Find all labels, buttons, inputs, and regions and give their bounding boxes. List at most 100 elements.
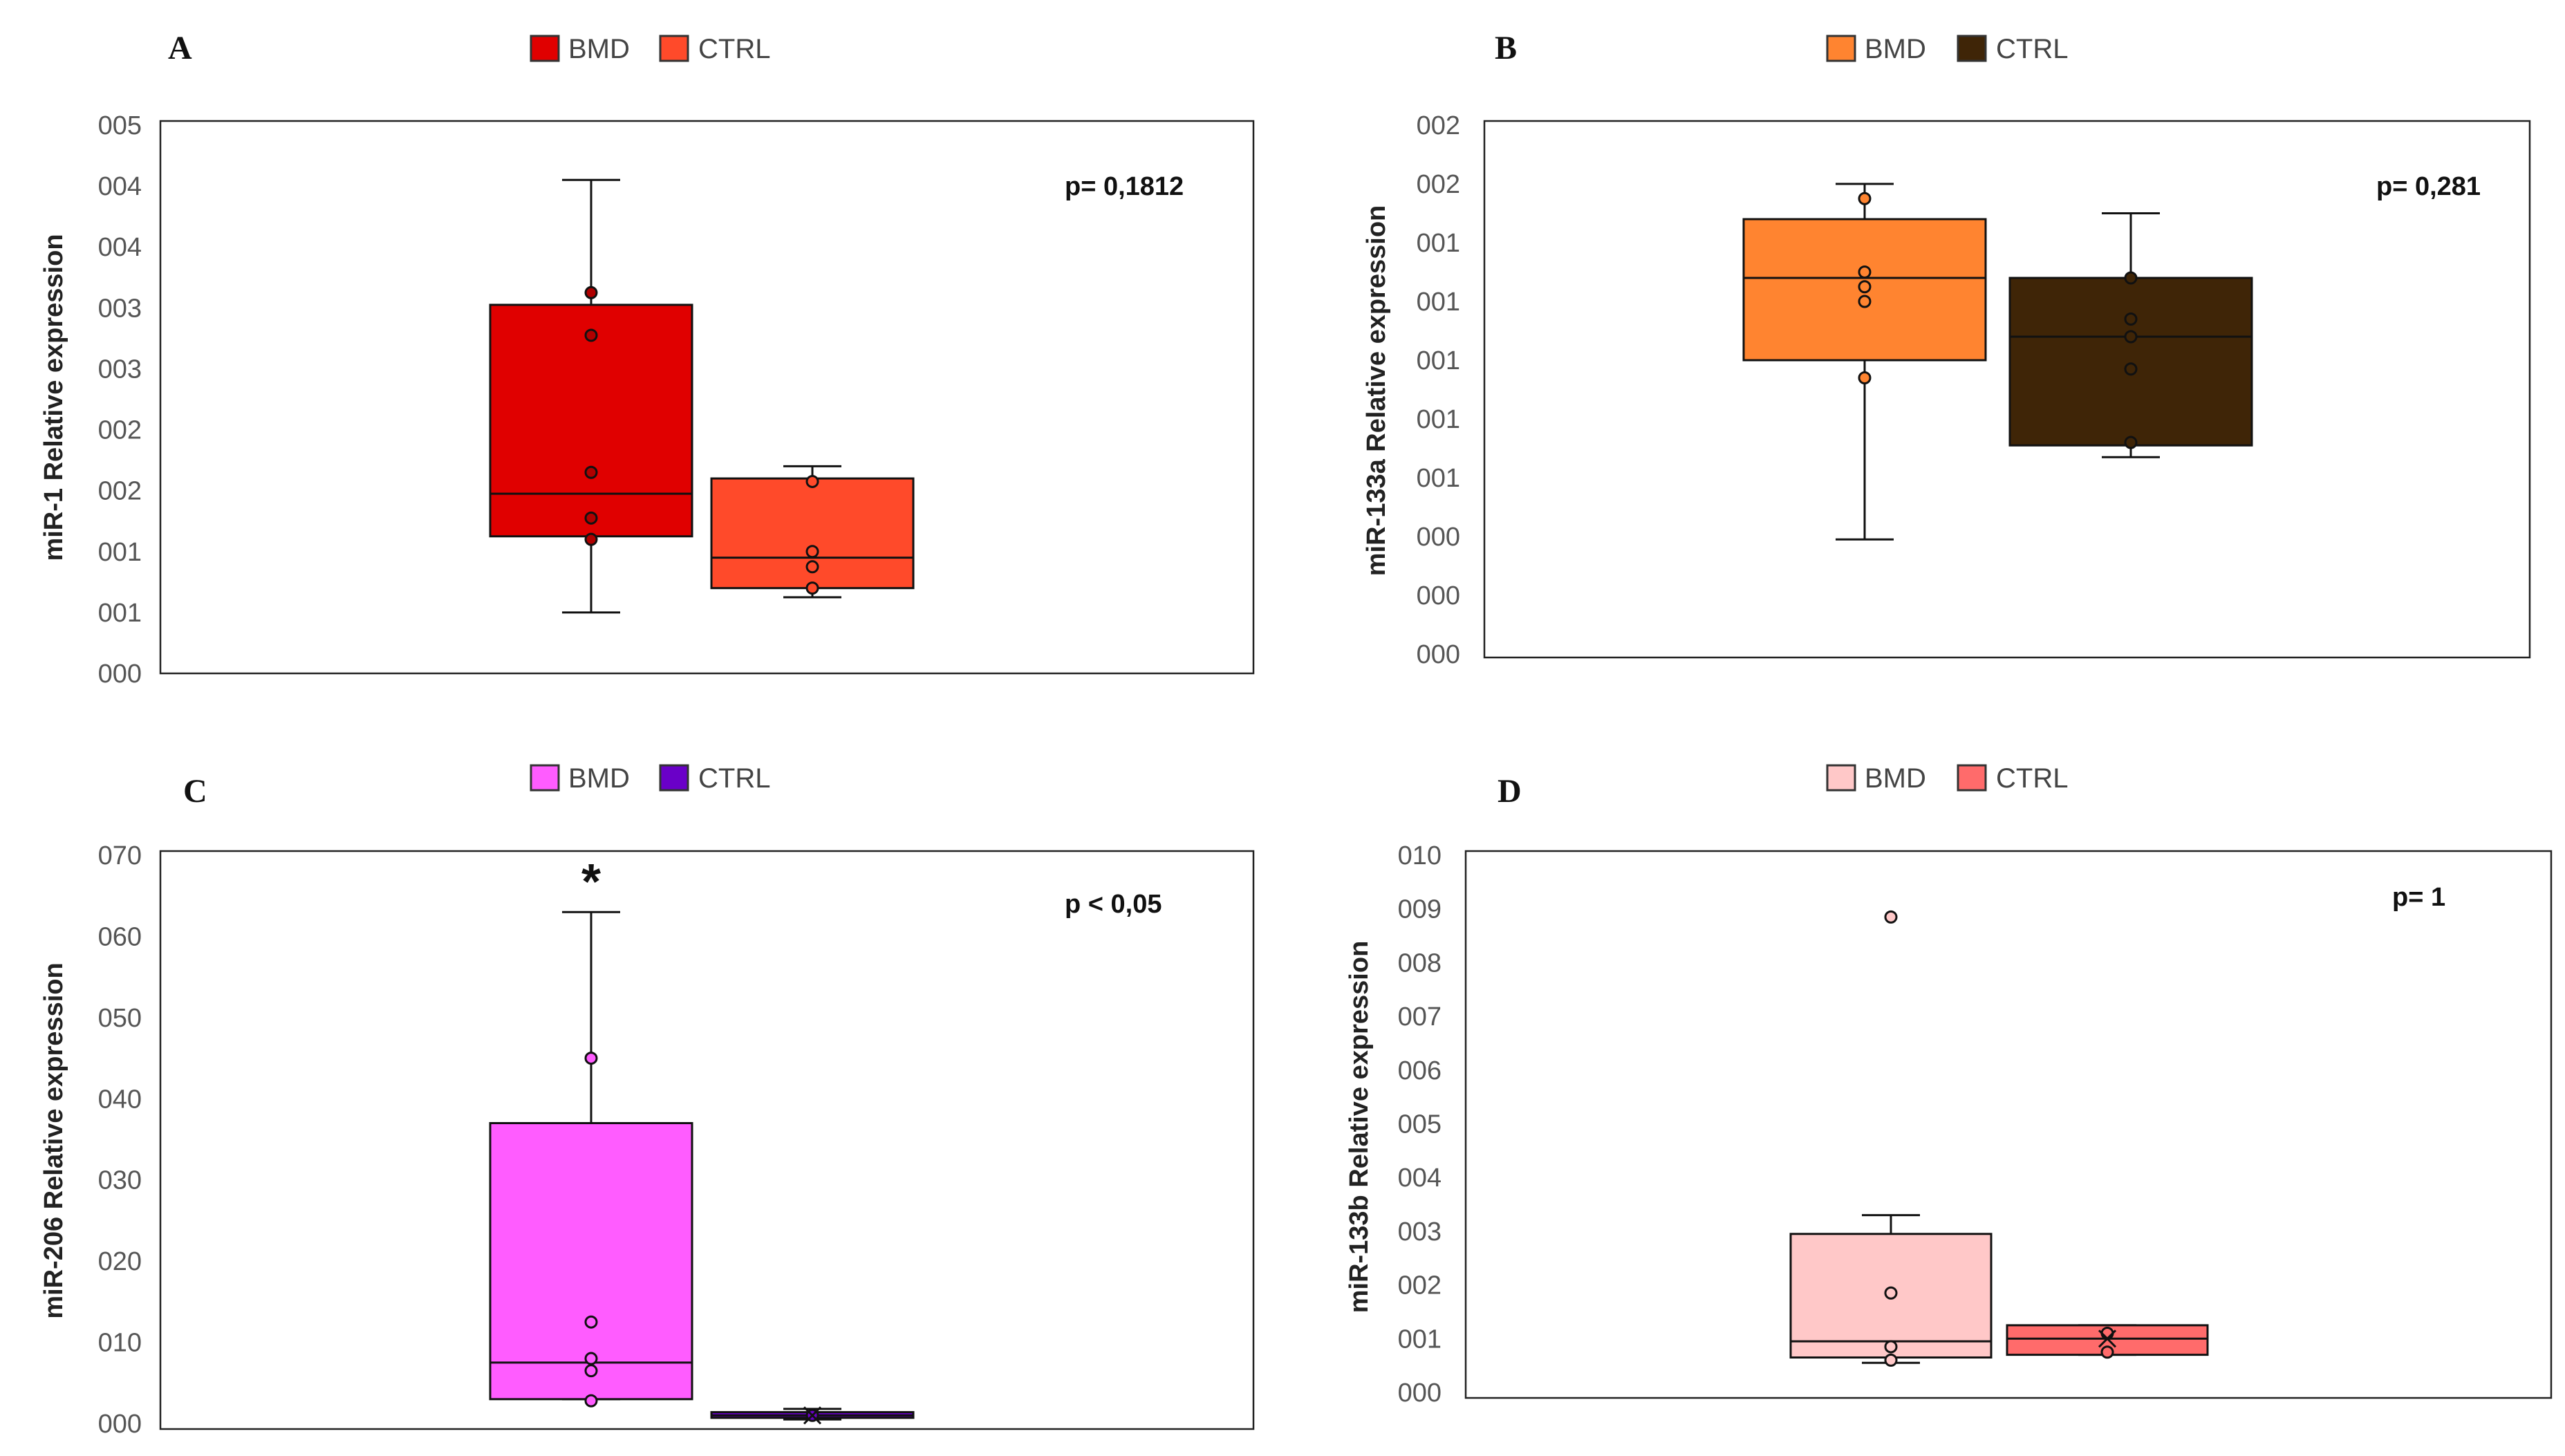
y-axis-label-d: miR-133b Relative expression (1345, 941, 1374, 1314)
y-tick-b-7: 001 (1417, 229, 1460, 258)
legend-label-c-1: CTRL (698, 763, 770, 794)
y-tick-b-3: 001 (1417, 464, 1460, 493)
data-point-a-0-3 (584, 511, 598, 525)
y-tick-d-7: 007 (1398, 1002, 1442, 1032)
box-body-a-0 (489, 304, 693, 538)
data-point-a-0-4 (584, 532, 598, 546)
legend-label-a-0: BMD (568, 34, 630, 64)
panel-letter-d: D (1498, 773, 1522, 810)
box-body-b-1 (2008, 277, 2253, 447)
data-point-a-1-3 (805, 581, 819, 595)
y-tick-c-2: 020 (98, 1247, 142, 1276)
legend-swatch-d-1 (1957, 764, 1987, 792)
box-c-ctrl (710, 1406, 915, 1425)
legend-d: BMD CTRL (1826, 763, 2068, 794)
plot-frame-d (1464, 850, 2553, 1399)
panel-letter-b: B (1495, 30, 1517, 66)
data-point-a-1-2 (805, 560, 819, 574)
data-point-b-0-3 (1858, 295, 1872, 308)
y-tick-d-8: 008 (1398, 949, 1442, 978)
box-b-bmd (1742, 183, 1987, 541)
data-point-b-0-2 (1858, 280, 1872, 294)
plot-frame-b (1483, 120, 2531, 659)
panel-a: A BMD CTRL p= 0,1812 miR-1 Relative expr… (39, 30, 1255, 689)
y-tick-b-0: 000 (1417, 640, 1460, 669)
y-tick-d-2: 002 (1398, 1271, 1442, 1300)
y-axis-label-b: miR-133a Relative expression (1362, 205, 1391, 577)
legend-label-b-1: CTRL (1996, 34, 2068, 64)
data-point-a-0-1 (584, 328, 598, 342)
data-point-c-0-0 (584, 1052, 598, 1065)
p-value-c: p < 0,05 (1065, 890, 1162, 919)
y-tick-a-1: 001 (98, 599, 142, 628)
y-tick-d-5: 005 (1398, 1110, 1442, 1139)
data-point-d-1-1 (2100, 1327, 2114, 1341)
box-d-ctrl (2006, 1324, 2209, 1359)
legend-b: BMD CTRL (1826, 34, 2068, 64)
y-tick-a-9: 005 (98, 111, 142, 140)
y-tick-a-4: 002 (98, 416, 142, 445)
data-point-b-1-1 (2124, 312, 2138, 326)
legend-label-a-1: CTRL (698, 34, 770, 64)
plot-frame-c (159, 850, 1255, 1430)
boxes-a (489, 178, 915, 614)
y-axis-label-c: miR-206 Relative expression (39, 962, 68, 1318)
y-tick-d-0: 000 (1398, 1379, 1442, 1408)
legend-label-b-0: BMD (1865, 34, 1926, 64)
legend-label-d-1: CTRL (1996, 763, 2068, 794)
y-tick-c-3: 030 (98, 1166, 142, 1195)
box-c-bmd (489, 911, 693, 1408)
data-point-a-1-0 (805, 474, 819, 488)
y-tick-d-6: 006 (1398, 1056, 1442, 1085)
data-point-d-0-1 (1884, 1286, 1898, 1300)
mean-marker-c-1 (803, 1406, 822, 1425)
p-value-d: p= 1 (2392, 883, 2445, 912)
panel-b: B BMD CTRL p= 0,281 miR-133a Relative ex… (1362, 30, 2531, 669)
box-b-ctrl (2008, 212, 2253, 458)
y-tick-d-9: 009 (1398, 895, 1442, 924)
legend-swatch-d-0 (1826, 764, 1856, 792)
legend-swatch-c-1 (659, 764, 689, 792)
data-point-d-0-2 (1884, 1340, 1898, 1354)
legend-c: BMD CTRL (530, 763, 770, 794)
y-ticks-c: 000 010 020 030 040 050 060 070 (98, 841, 142, 1439)
p-value-a: p= 0,1812 (1065, 172, 1184, 201)
y-tick-a-6: 003 (98, 294, 142, 323)
box-d-bmd (1789, 910, 1993, 1367)
data-point-b-1-2 (2124, 330, 2138, 344)
y-tick-b-5: 001 (1417, 346, 1460, 375)
boxes-c (489, 911, 915, 1425)
y-tick-b-6: 001 (1417, 288, 1460, 317)
p-value-b: p= 0,281 (2376, 172, 2481, 201)
y-tick-a-0: 000 (98, 660, 142, 689)
y-tick-c-1: 010 (98, 1329, 142, 1358)
data-point-b-0-4 (1858, 371, 1872, 384)
y-axis-label-a: miR-1 Relative expression (39, 234, 68, 561)
y-tick-a-7: 004 (98, 233, 142, 262)
y-tick-d-1: 001 (1398, 1325, 1442, 1354)
legend-swatch-b-1 (1957, 35, 1987, 62)
y-tick-b-1: 000 (1417, 581, 1460, 610)
y-tick-d-10: 010 (1398, 841, 1442, 870)
y-tick-c-7: 070 (98, 841, 142, 870)
y-tick-c-0: 000 (98, 1410, 142, 1439)
y-tick-a-5: 003 (98, 355, 142, 384)
data-point-b-0-0 (1858, 192, 1872, 205)
panel-letter-c: C (183, 773, 207, 810)
box-a-ctrl (710, 465, 915, 599)
plot-frame-a (159, 120, 1255, 675)
data-point-a-0-2 (584, 465, 598, 479)
data-point-c-0-2 (584, 1352, 598, 1365)
y-tick-b-2: 000 (1417, 523, 1460, 552)
legend-label-d-0: BMD (1865, 763, 1926, 794)
y-tick-c-4: 040 (98, 1085, 142, 1114)
data-point-d-1-0 (2100, 1345, 2114, 1359)
panel-c: C BMD CTRL p < 0,05 miR-206 Relative exp… (39, 763, 1255, 1439)
data-point-c-0-4 (584, 1394, 598, 1408)
legend-a: BMD CTRL (530, 34, 770, 64)
data-point-c-0-3 (584, 1364, 598, 1378)
data-point-b-0-1 (1858, 265, 1872, 279)
y-ticks-b: 000 000 000 001 001 001 001 001 002 002 (1417, 111, 1460, 669)
boxes-b (1742, 183, 2253, 541)
